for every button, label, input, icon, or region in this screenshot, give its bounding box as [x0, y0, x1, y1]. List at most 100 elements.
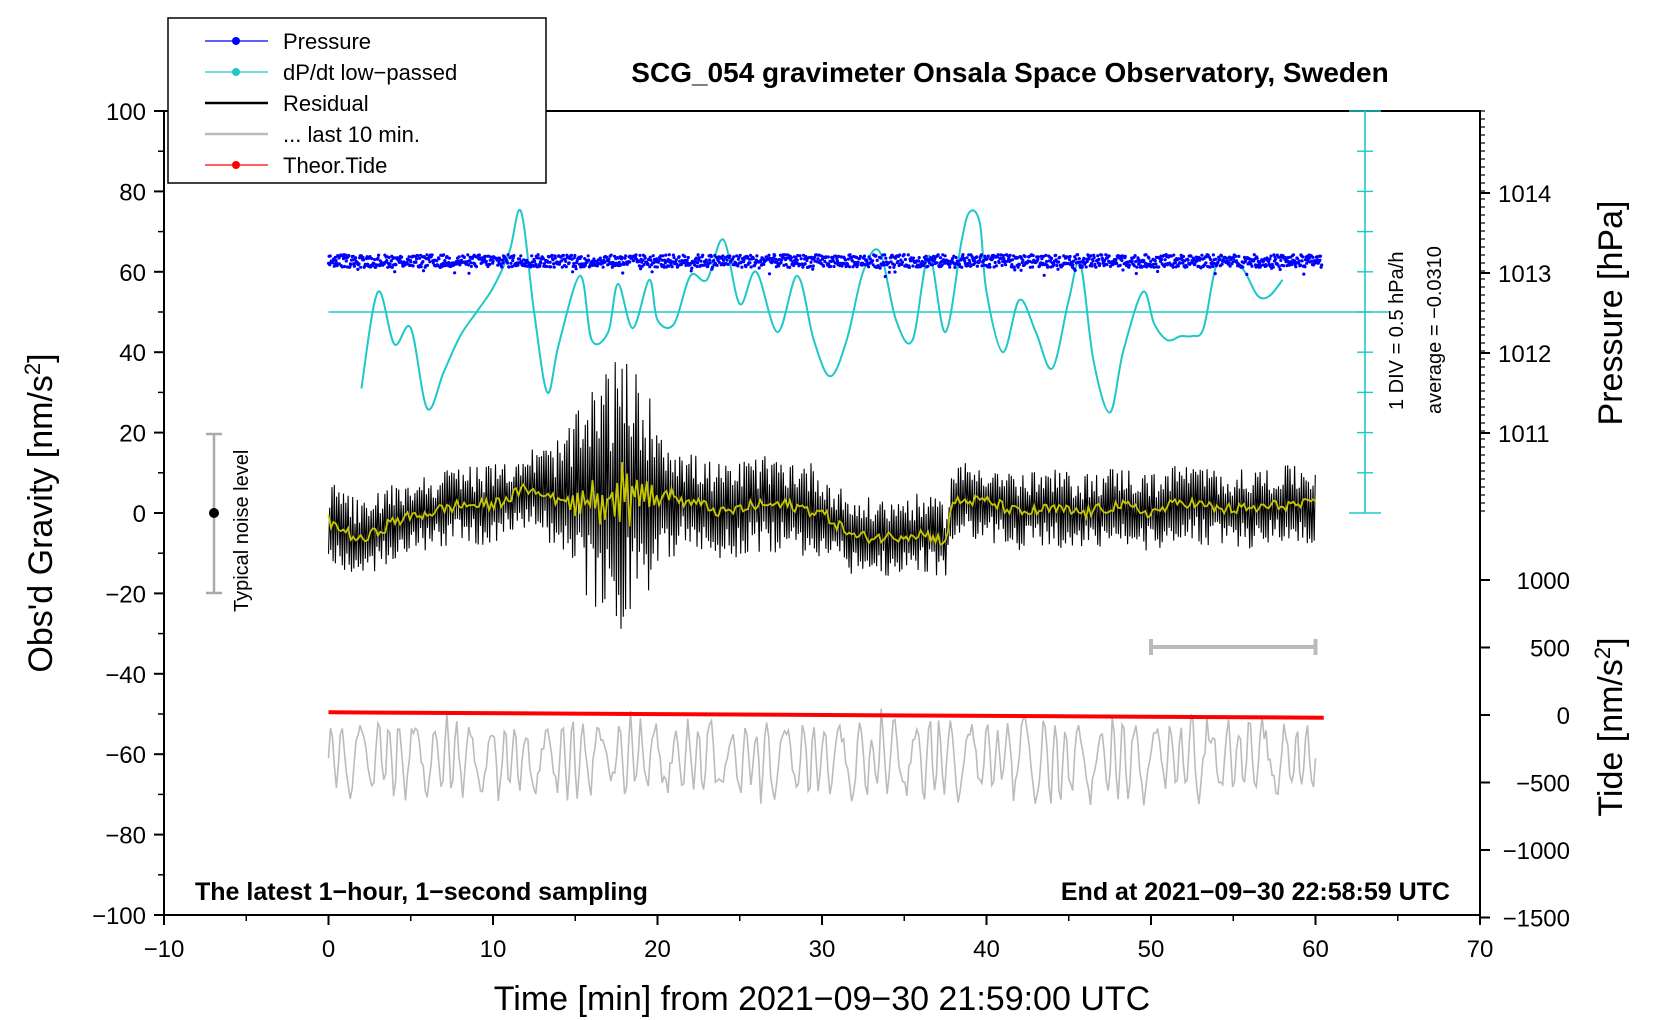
- pressure-point: [762, 262, 766, 266]
- pressure-point: [1241, 265, 1245, 269]
- pressure-point: [334, 259, 338, 263]
- pressure-point: [587, 258, 591, 262]
- pressure-point: [1071, 259, 1076, 263]
- pressure-point: [480, 256, 484, 260]
- pressure-point: [519, 259, 524, 263]
- pressure-point: [561, 253, 566, 257]
- pressure-point: [484, 259, 488, 263]
- pressure-point: [1105, 263, 1109, 267]
- pressure-point: [985, 257, 989, 261]
- pressure-point: [632, 258, 636, 263]
- pressure-point: [808, 264, 813, 268]
- legend-marker: [232, 68, 240, 76]
- pressure-point: [421, 269, 426, 273]
- pressure-point: [917, 256, 921, 260]
- pressure-point: [572, 261, 576, 266]
- pressure-point: [1007, 256, 1011, 260]
- pressure-point: [1115, 261, 1119, 265]
- pressure-point: [1021, 258, 1025, 262]
- pressure-point: [466, 263, 470, 267]
- pressure-point: [1204, 261, 1208, 265]
- pressure-point: [694, 256, 699, 260]
- pressure-point: [674, 258, 678, 262]
- pressure-point: [500, 265, 504, 269]
- pressure-point: [415, 257, 419, 261]
- pressure-point: [443, 259, 447, 263]
- pressure-point: [701, 253, 705, 257]
- pressure-point: [953, 265, 957, 269]
- pressure-point: [628, 260, 632, 264]
- pressure-point: [893, 270, 897, 274]
- pressure-point: [735, 254, 739, 258]
- tide-tick-label: 1000: [1517, 568, 1570, 595]
- pressure-point: [1090, 264, 1094, 268]
- pressure-point: [959, 257, 963, 261]
- pressure-point: [1255, 256, 1259, 260]
- pressure-point: [967, 253, 971, 257]
- pressure-point: [553, 256, 557, 260]
- pressure-point: [417, 256, 422, 260]
- pressure-point: [699, 259, 703, 263]
- average-label: average = −0.0310: [1424, 246, 1446, 414]
- pressure-point: [987, 262, 992, 266]
- pressure-point: [1173, 260, 1177, 265]
- pressure-point: [1237, 254, 1241, 258]
- pressure-point: [545, 264, 549, 269]
- pressure-point: [805, 258, 809, 263]
- pressure-point: [500, 258, 504, 262]
- pressure-point: [646, 262, 650, 266]
- pressure-point: [549, 265, 553, 269]
- pressure-point: [883, 253, 887, 257]
- pressure-point: [1264, 264, 1268, 268]
- pressure-point: [843, 258, 848, 262]
- pressure-point: [1171, 265, 1175, 269]
- pressure-point: [708, 261, 712, 265]
- pressure-point: [1291, 253, 1296, 257]
- pressure-point: [1149, 259, 1153, 263]
- pressure-point: [1181, 254, 1186, 259]
- pressure-point: [662, 265, 666, 269]
- pressure-point: [343, 264, 347, 269]
- pressure-point: [834, 254, 838, 258]
- pressure-point: [721, 258, 726, 262]
- pressure-point: [1068, 254, 1072, 259]
- pressure-point: [1295, 257, 1300, 261]
- pressure-point: [783, 253, 787, 257]
- pressure-point: [637, 264, 642, 268]
- pressure-point: [815, 253, 819, 257]
- pressure-point: [657, 259, 661, 263]
- pressure-point: [960, 265, 964, 269]
- pressure-point: [679, 262, 684, 267]
- pressure-point: [777, 264, 781, 268]
- pressure-point: [1017, 262, 1022, 267]
- pressure-point: [798, 254, 802, 258]
- pressure-point: [641, 258, 645, 262]
- pressure-point: [1268, 257, 1272, 261]
- pressure-point: [1176, 264, 1180, 268]
- pressure-point: [689, 269, 693, 273]
- pressure-point: [1092, 255, 1096, 260]
- pressure-point: [344, 259, 348, 263]
- pressure-point: [1186, 258, 1190, 262]
- noise-label: Typical noise level: [231, 450, 253, 612]
- pressure-point: [767, 253, 771, 257]
- pressure-point: [755, 254, 759, 258]
- pressure-point: [1076, 253, 1080, 257]
- pressure-point: [816, 257, 820, 261]
- pressure-point: [491, 259, 495, 263]
- x-tick-label: −10: [144, 936, 185, 963]
- pressure-point: [542, 262, 547, 266]
- y-tick-label: −20: [105, 581, 146, 608]
- pressure-point: [812, 255, 817, 260]
- pressure-point: [1000, 263, 1004, 267]
- legend-label: Theor.Tide: [283, 153, 387, 178]
- pressure-point: [1278, 267, 1282, 272]
- pressure-point: [1055, 263, 1059, 268]
- pressure-point: [357, 262, 361, 266]
- pressure-point: [425, 253, 429, 257]
- pressure-point: [1074, 257, 1078, 261]
- pressure-point: [874, 254, 878, 258]
- pressure-point: [1010, 263, 1014, 267]
- pressure-point: [788, 265, 792, 269]
